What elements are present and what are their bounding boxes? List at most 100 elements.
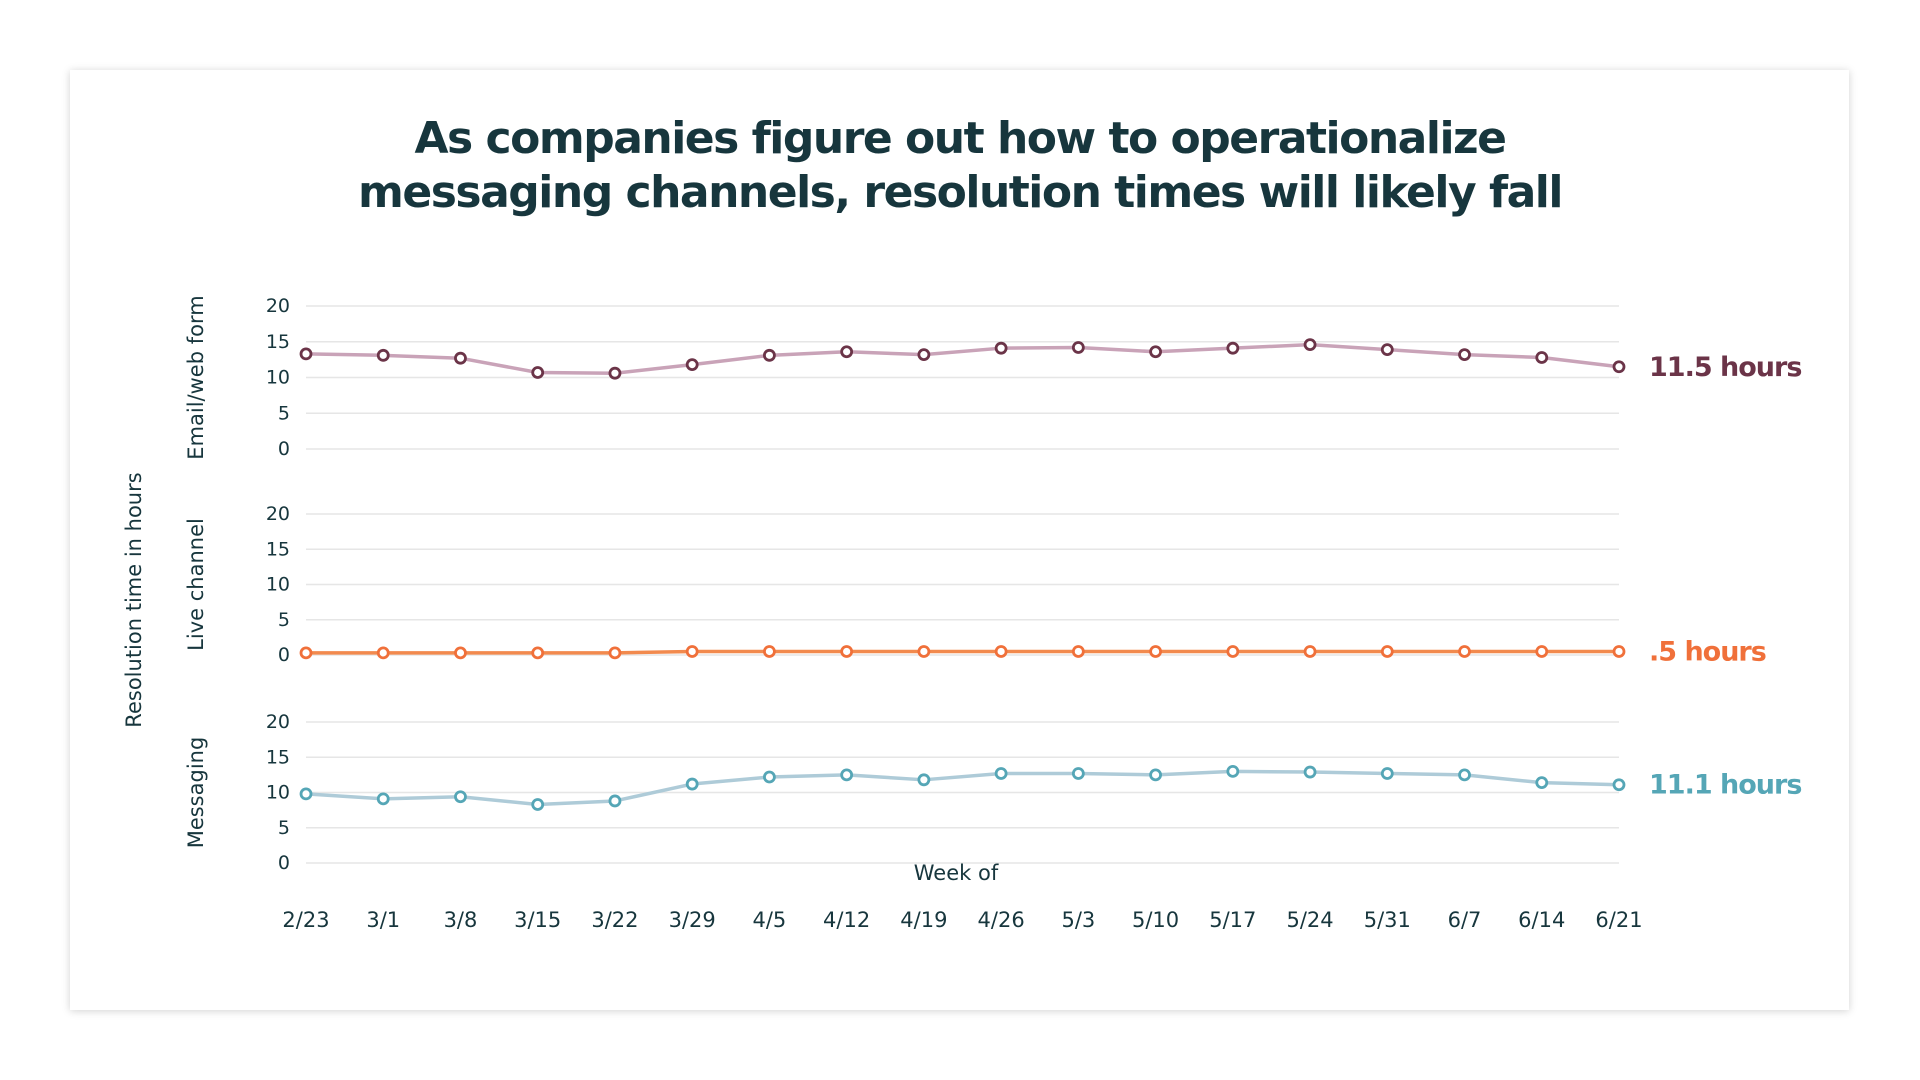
x-tick-label: 4/12 — [823, 908, 870, 932]
data-point — [994, 645, 1008, 658]
data-point — [1535, 351, 1549, 364]
data-point — [917, 348, 931, 362]
x-tick-label: 6/14 — [1518, 908, 1565, 932]
data-point — [840, 645, 854, 658]
data-point — [376, 646, 390, 660]
x-tick-label: 5/3 — [1061, 908, 1095, 932]
x-tick-label: 5/10 — [1132, 908, 1179, 932]
data-point — [1612, 360, 1626, 374]
data-point — [299, 347, 313, 361]
data-point — [1303, 765, 1317, 779]
data-point — [1458, 348, 1471, 362]
data-point — [1226, 764, 1240, 778]
data-point — [299, 646, 313, 660]
data-point — [994, 767, 1008, 780]
data-point — [917, 773, 931, 787]
panel-label: Email/web form — [184, 295, 208, 459]
y-tick-label: 10 — [266, 367, 290, 389]
chart-title: As companies figure out how to operation… — [0, 112, 1920, 220]
data-point — [994, 341, 1008, 355]
data-point — [685, 645, 699, 658]
data-point — [531, 366, 545, 379]
data-point — [685, 777, 699, 791]
title-line-1: As companies figure out how to operation… — [414, 113, 1507, 164]
data-point — [763, 348, 776, 362]
y-tick-label: 0 — [278, 644, 290, 666]
data-point — [685, 358, 699, 372]
chart-card — [70, 70, 1849, 1010]
data-point — [840, 345, 854, 359]
x-tick-label: 4/26 — [978, 908, 1025, 932]
end-label: .5 hours — [1649, 636, 1766, 667]
data-point — [917, 645, 931, 658]
panel-label: Live channel — [184, 518, 208, 651]
x-tick-label: 4/5 — [753, 908, 787, 932]
x-tick-label: 3/22 — [591, 908, 638, 932]
data-point — [299, 787, 313, 801]
data-point — [376, 792, 390, 806]
data-point — [840, 768, 854, 782]
data-point — [1458, 645, 1471, 658]
data-point — [763, 645, 776, 658]
x-tick-label: 2/23 — [282, 908, 329, 932]
data-point — [608, 366, 622, 380]
data-point — [608, 646, 622, 660]
y-tick-label: 20 — [266, 295, 290, 317]
y-tick-label: 0 — [278, 438, 290, 460]
x-tick-label: 3/1 — [366, 908, 400, 932]
y-tick-label: 10 — [266, 782, 290, 804]
data-point — [1612, 645, 1626, 658]
y-tick-label: 15 — [266, 538, 290, 560]
x-tick-label: 6/7 — [1448, 908, 1482, 932]
y-tick-label: 5 — [278, 402, 290, 424]
y-tick-label: 5 — [278, 817, 290, 839]
data-point — [454, 351, 467, 365]
x-tick-label: 5/31 — [1364, 908, 1411, 932]
data-point — [454, 790, 467, 804]
y-tick-label: 10 — [266, 574, 290, 596]
data-point — [1149, 645, 1162, 658]
title-line-2: messaging channels, resolution times wil… — [358, 167, 1563, 218]
data-point — [1535, 776, 1549, 790]
end-label: 11.5 hours — [1649, 352, 1801, 383]
data-point — [763, 770, 776, 784]
y-tick-label: 5 — [278, 609, 290, 631]
data-point — [1149, 345, 1162, 359]
data-point — [1303, 645, 1317, 658]
y-tick-label: 15 — [266, 331, 290, 353]
data-point — [1149, 768, 1162, 782]
x-tick-label: 5/24 — [1286, 908, 1333, 932]
data-point — [1380, 343, 1394, 357]
y-axis-label: Resolution time in hours — [122, 472, 146, 727]
series-line — [306, 649, 1619, 655]
end-label: 11.1 hours — [1649, 770, 1801, 801]
data-point — [1612, 778, 1626, 792]
data-point — [1303, 338, 1317, 352]
x-tick-label: 6/21 — [1595, 908, 1642, 932]
data-point — [531, 646, 545, 660]
x-tick-label: 3/8 — [444, 908, 478, 932]
data-point — [1380, 645, 1394, 658]
data-point — [1071, 645, 1085, 658]
series-line — [305, 769, 1620, 807]
x-tick-label: 5/17 — [1209, 908, 1256, 932]
data-point — [1071, 767, 1085, 780]
series-line — [305, 342, 1620, 375]
data-point — [531, 798, 545, 811]
x-tick-label: 4/19 — [900, 908, 947, 932]
y-tick-label: 15 — [266, 746, 290, 768]
panel-label: Messaging — [184, 737, 208, 849]
data-point — [608, 794, 622, 808]
data-point — [1380, 767, 1394, 780]
x-tick-label: 3/29 — [669, 908, 716, 932]
data-point — [1226, 341, 1240, 355]
data-point — [1226, 645, 1240, 658]
data-point — [1071, 341, 1085, 354]
data-point — [1535, 645, 1549, 658]
data-point — [376, 348, 390, 362]
x-tick-label: 3/15 — [514, 908, 561, 932]
x-axis-label: Week of — [914, 861, 999, 885]
y-tick-label: 20 — [266, 711, 290, 733]
y-tick-label: 0 — [278, 852, 290, 874]
